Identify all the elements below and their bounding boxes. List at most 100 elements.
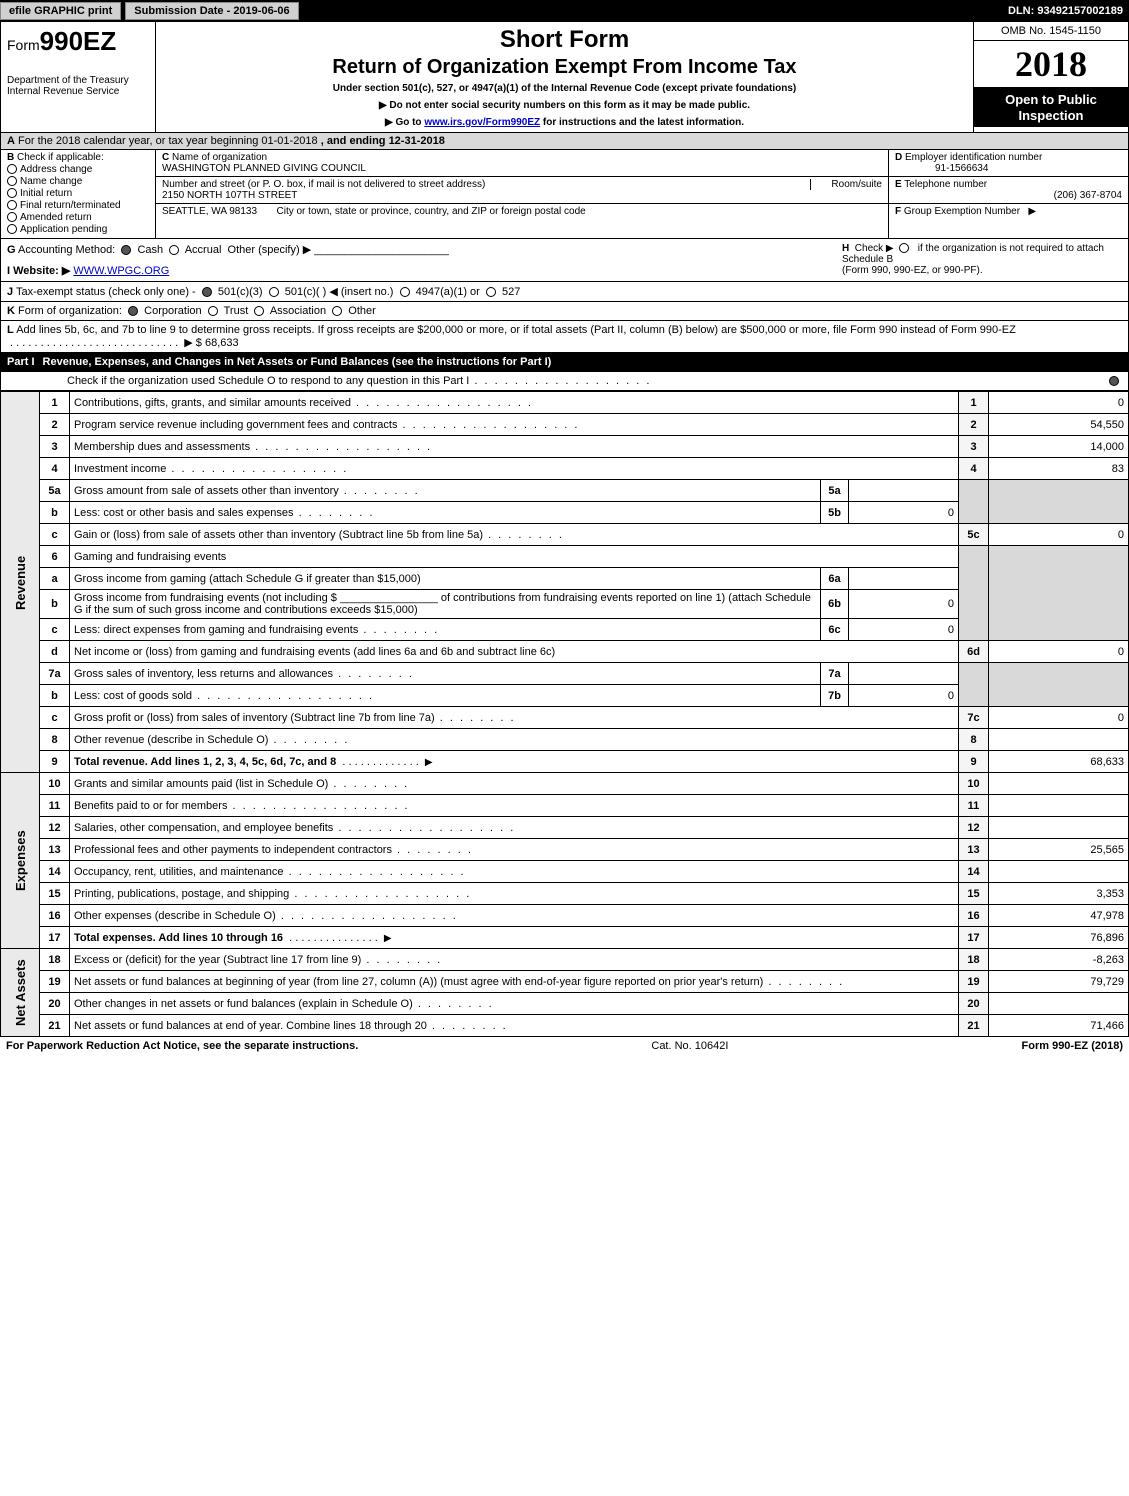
checkbox-association[interactable] xyxy=(254,306,264,316)
checkbox-address-change[interactable]: Address change xyxy=(7,164,149,175)
line-7c-desc: Gross profit or (loss) from sales of inv… xyxy=(74,712,516,724)
line-3-desc: Membership dues and assessments xyxy=(74,441,432,453)
part-1-table: Revenue 1 Contributions, gifts, grants, … xyxy=(0,391,1129,1037)
line-19-desc: Net assets or fund balances at beginning… xyxy=(74,976,844,988)
line-2-val: 54,550 xyxy=(989,414,1129,436)
checkbox-501c3[interactable] xyxy=(202,287,212,297)
line-6-num: 6 xyxy=(40,546,70,568)
website-link[interactable]: WWW.WPGC.ORG xyxy=(73,265,169,277)
group-exemption-label: Group Exemption Number xyxy=(904,206,1020,217)
shaded-cell xyxy=(989,546,1129,641)
line-13-desc: Professional fees and other payments to … xyxy=(74,844,473,856)
line-7a-num: 7a xyxy=(40,663,70,685)
line-6d-val: 0 xyxy=(989,641,1129,663)
part-1-label: Part I xyxy=(7,356,43,368)
table-row: 14 Occupancy, rent, utilities, and maint… xyxy=(1,861,1129,883)
table-row: 16 Other expenses (describe in Schedule … xyxy=(1,905,1129,927)
shaded-cell xyxy=(959,480,989,524)
accrual-label: Accrual xyxy=(185,244,222,256)
shaded-cell xyxy=(989,663,1129,707)
line-12-box: 12 xyxy=(959,817,989,839)
checkbox-application-pending[interactable]: Application pending xyxy=(7,224,149,235)
checkbox-name-change[interactable]: Name change xyxy=(7,176,149,187)
line-a-text: For the 2018 calendar year, or tax year … xyxy=(18,135,318,147)
box-i-label: I xyxy=(7,265,10,277)
line-6a-desc: Gross income from gaming (attach Schedul… xyxy=(74,573,421,585)
other-specify-label: Other (specify) ▶ xyxy=(228,244,312,256)
checkbox-501c[interactable] xyxy=(269,287,279,297)
page-footer: For Paperwork Reduction Act Notice, see … xyxy=(0,1037,1129,1055)
line-5c-desc: Gain or (loss) from sale of assets other… xyxy=(74,529,564,541)
opt-501c3: 501(c)(3) xyxy=(218,286,263,298)
h-text2: (Form 990, 990-EZ, or 990-PF). xyxy=(842,265,983,276)
checkbox-amended-return[interactable]: Amended return xyxy=(7,212,149,223)
line-7a-subval xyxy=(849,663,959,685)
checkbox-4947[interactable] xyxy=(400,287,410,297)
line-14-num: 14 xyxy=(40,861,70,883)
instruction-1: ▶ Do not enter social security numbers o… xyxy=(162,100,967,111)
footer-form-ref: Form 990-EZ (2018) xyxy=(1022,1040,1123,1052)
checkbox-cash[interactable] xyxy=(121,245,131,255)
box-g-label: G xyxy=(7,244,16,256)
line-9-val: 68,633 xyxy=(989,751,1129,773)
checkbox-other-org[interactable] xyxy=(332,306,342,316)
checkbox-527[interactable] xyxy=(486,287,496,297)
line-8-val xyxy=(989,729,1129,751)
checkbox-accrual[interactable] xyxy=(169,245,179,255)
checkbox-schedule-o[interactable] xyxy=(1109,376,1119,386)
checkbox-corporation[interactable] xyxy=(128,306,138,316)
line-3-num: 3 xyxy=(40,436,70,458)
line-5b-num: b xyxy=(40,502,70,524)
section-revenue-label: Revenue xyxy=(1,392,40,773)
group-arrow: ▶ xyxy=(1028,206,1036,217)
line-6a-subnum: 6a xyxy=(821,568,849,590)
line-10-num: 10 xyxy=(40,773,70,795)
submission-date-label: Submission Date - 2019-06-06 xyxy=(125,2,298,20)
line-2-desc: Program service revenue including govern… xyxy=(74,419,579,431)
form-header-left: Form990EZ Department of the Treasury Int… xyxy=(1,22,156,132)
line-a-ending: , and ending 12-31-2018 xyxy=(321,135,445,147)
checkbox-trust[interactable] xyxy=(208,306,218,316)
line-7c-num: c xyxy=(40,707,70,729)
arrow-icon xyxy=(384,932,392,944)
line-6a-num: a xyxy=(40,568,70,590)
checkbox-final-return[interactable]: Final return/terminated xyxy=(7,200,149,211)
irs-link[interactable]: www.irs.gov/Form990EZ xyxy=(424,117,540,128)
box-b: B Check if applicable: Address change Na… xyxy=(1,150,156,238)
line-13-val: 25,565 xyxy=(989,839,1129,861)
line-15-desc: Printing, publications, postage, and shi… xyxy=(74,888,471,900)
line-20-num: 20 xyxy=(40,993,70,1015)
table-row: d Net income or (loss) from gaming and f… xyxy=(1,641,1129,663)
line-15-box: 15 xyxy=(959,883,989,905)
box-def: D Employer identification number 91-1566… xyxy=(888,150,1128,238)
line-18-desc: Excess or (deficit) for the year (Subtra… xyxy=(74,954,442,966)
room-suite-label: Room/suite xyxy=(810,179,882,190)
opt-other-org: Other xyxy=(348,305,376,317)
line-10-box: 10 xyxy=(959,773,989,795)
open-to-public-label: Open to Public Inspection xyxy=(974,88,1128,127)
line-16-num: 16 xyxy=(40,905,70,927)
box-k-row: K Form of organization: Corporation Trus… xyxy=(0,302,1129,321)
under-section-text: Under section 501(c), 527, or 4947(a)(1)… xyxy=(162,83,967,94)
box-j-label: J xyxy=(7,286,13,298)
line-17-num: 17 xyxy=(40,927,70,949)
line-a-row: A For the 2018 calendar year, or tax yea… xyxy=(0,133,1129,150)
box-g: G Accounting Method: Cash Accrual Other … xyxy=(7,243,842,277)
line-3-val: 14,000 xyxy=(989,436,1129,458)
efile-print-button[interactable]: efile GRAPHIC print xyxy=(0,2,121,20)
line-5a-num: 5a xyxy=(40,480,70,502)
street-label: Number and street (or P. O. box, if mail… xyxy=(162,179,485,190)
line-4-desc: Investment income xyxy=(74,463,348,475)
opt-527: 527 xyxy=(502,286,520,298)
opt-trust: Trust xyxy=(224,305,249,317)
box-e: E Telephone number (206) 367-8704 xyxy=(889,177,1128,204)
checkbox-initial-return[interactable]: Initial return xyxy=(7,188,149,199)
line-7b-desc: Less: cost of goods sold xyxy=(74,690,374,702)
arrow-icon xyxy=(425,756,433,768)
line-20-box: 20 xyxy=(959,993,989,1015)
line-6b-desc: Gross income from fundraising events (no… xyxy=(74,592,811,616)
part-1-check-text: Check if the organization used Schedule … xyxy=(7,375,651,387)
h-check-label: Check ▶ xyxy=(855,243,894,254)
checkbox-h[interactable] xyxy=(899,243,909,253)
table-row: 7a Gross sales of inventory, less return… xyxy=(1,663,1129,685)
